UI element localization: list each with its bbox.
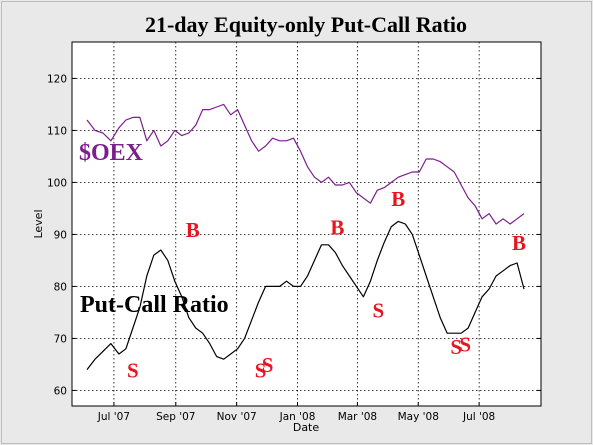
buy-signal-marker: B bbox=[391, 187, 405, 211]
y-tick-label: 120 bbox=[47, 73, 67, 85]
y-tick-label: 60 bbox=[54, 385, 67, 397]
buy-signal-marker: B bbox=[186, 218, 200, 242]
y-axis-label: Level bbox=[32, 209, 45, 238]
buy-signal-marker: B bbox=[330, 215, 344, 239]
y-tick-label: 110 bbox=[47, 125, 67, 137]
series-layer bbox=[86, 103, 525, 370]
oex-series-label: $OEX bbox=[79, 140, 144, 166]
x-tick-label: Jul '07 bbox=[97, 411, 130, 423]
x-tick-label: Sep '07 bbox=[156, 411, 195, 423]
x-tick-label: May '08 bbox=[398, 411, 439, 423]
oex-series-line bbox=[86, 103, 525, 225]
sell-signal-marker: S bbox=[262, 353, 274, 377]
sell-signal-marker: S bbox=[127, 358, 139, 382]
ticks-layer: Jul '07 Sep '07 Nov '07 Jan '08 Mar '08 May '… bbox=[47, 73, 541, 423]
y-tick-label: 80 bbox=[54, 281, 67, 293]
x-tick-label: Jan '08 bbox=[279, 411, 316, 423]
x-tick-label: Nov '07 bbox=[217, 411, 257, 423]
sell-signal-marker: S bbox=[255, 358, 267, 382]
y-tick-label: 70 bbox=[54, 333, 67, 345]
y-tick-label: 90 bbox=[54, 229, 67, 241]
buy-signal-marker: B bbox=[512, 231, 526, 255]
sell-signal-marker: S bbox=[450, 335, 462, 359]
plot-area bbox=[71, 41, 542, 407]
x-axis-label: Date bbox=[293, 421, 320, 434]
pcr-series-label: Put-Call Ratio bbox=[80, 292, 229, 318]
y-tick-label: 100 bbox=[47, 177, 67, 189]
x-tick-label: Mar '08 bbox=[338, 411, 377, 423]
grid-layer bbox=[72, 42, 541, 406]
chart-title: 21-day Equity-only Put-Call Ratio bbox=[145, 12, 467, 37]
sell-signal-marker: S bbox=[459, 332, 471, 356]
x-tick-label: Jul '08 bbox=[462, 411, 495, 423]
sell-signal-marker: S bbox=[372, 299, 384, 323]
pcr-series-line bbox=[86, 220, 525, 370]
